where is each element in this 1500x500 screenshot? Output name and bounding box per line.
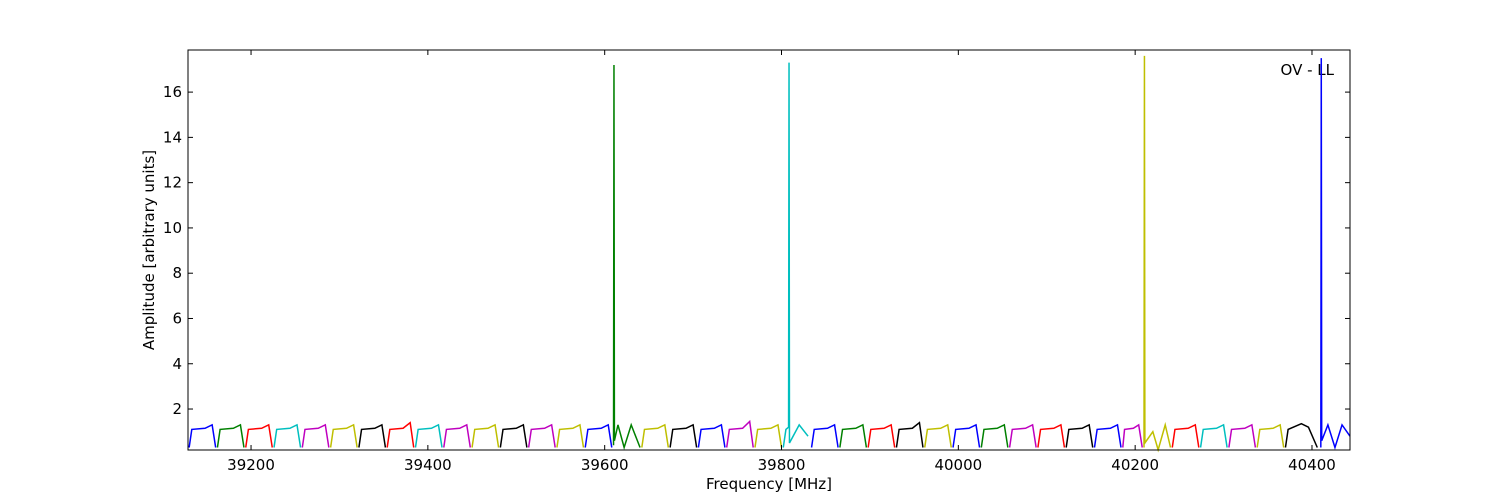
x-tick-label: 40200 bbox=[1111, 456, 1159, 474]
spectrum-line bbox=[754, 423, 783, 448]
spectrum-line bbox=[1256, 423, 1285, 448]
spectrum-line bbox=[1199, 423, 1228, 448]
spectrum-line bbox=[697, 423, 726, 448]
spectrum-line bbox=[188, 423, 217, 448]
x-tick-label: 40400 bbox=[1288, 456, 1336, 474]
spectrum-line bbox=[301, 423, 330, 448]
y-tick-label: 8 bbox=[172, 264, 182, 282]
spectrum-line bbox=[1093, 423, 1122, 448]
spectrum-line bbox=[1284, 422, 1318, 448]
spectrum-line bbox=[584, 423, 613, 448]
spectrum-line bbox=[839, 423, 868, 448]
spectrum-line bbox=[810, 423, 839, 448]
spectrum-line bbox=[443, 423, 472, 448]
spectrum-line bbox=[1228, 423, 1257, 448]
y-tick-label: 2 bbox=[172, 400, 182, 418]
spectrum-line bbox=[1122, 423, 1143, 448]
x-axis-label: Frequency [MHz] bbox=[706, 475, 832, 493]
spectrum-line bbox=[1065, 423, 1094, 448]
spectrum-line bbox=[1171, 423, 1200, 448]
spectrum-line bbox=[556, 423, 585, 448]
y-axis-label: Amplitude [arbitrary units] bbox=[140, 150, 158, 350]
y-tick-label: 12 bbox=[163, 174, 182, 192]
y-tick-label: 4 bbox=[172, 355, 182, 373]
spectrum-line bbox=[499, 423, 528, 448]
spectrum-line bbox=[527, 423, 556, 448]
spectrum-line bbox=[216, 423, 245, 448]
plot-frame bbox=[187, 49, 1351, 451]
annotation: OV - LL bbox=[1281, 61, 1335, 79]
x-tick-label: 39200 bbox=[227, 456, 275, 474]
spectrum-line bbox=[414, 423, 443, 448]
spectrum-line bbox=[641, 423, 670, 448]
spectrum-line bbox=[612, 64, 641, 451]
spectrum-line bbox=[1143, 55, 1172, 453]
y-tick-label: 14 bbox=[163, 128, 182, 146]
spectrum-line bbox=[1037, 423, 1066, 448]
spectrum-line bbox=[980, 423, 1009, 448]
spectrum-line bbox=[867, 423, 896, 448]
x-tick-label: 39800 bbox=[758, 456, 806, 474]
spectrum-line bbox=[782, 62, 809, 448]
x-tick-label: 40000 bbox=[934, 456, 982, 474]
spectrum-line bbox=[952, 423, 981, 448]
spectrum-line bbox=[1008, 423, 1037, 448]
spectrum-line bbox=[895, 421, 924, 448]
spectrum-line bbox=[1320, 58, 1351, 451]
spectrum-line bbox=[725, 419, 754, 448]
spectrum-line bbox=[471, 423, 500, 448]
y-tick-label: 16 bbox=[163, 83, 182, 101]
spectrum-line bbox=[273, 423, 302, 448]
spectrum-line bbox=[244, 423, 274, 448]
spectrum-line bbox=[386, 421, 415, 448]
spectrum-line bbox=[923, 423, 953, 448]
y-tick-label: 6 bbox=[172, 309, 182, 327]
y-tick-label: 10 bbox=[163, 219, 182, 237]
spectrum-line bbox=[329, 423, 358, 448]
x-tick-label: 39600 bbox=[581, 456, 629, 474]
spectrum-line bbox=[358, 423, 387, 448]
spectrum-line bbox=[669, 423, 698, 448]
x-tick-label: 39400 bbox=[404, 456, 452, 474]
